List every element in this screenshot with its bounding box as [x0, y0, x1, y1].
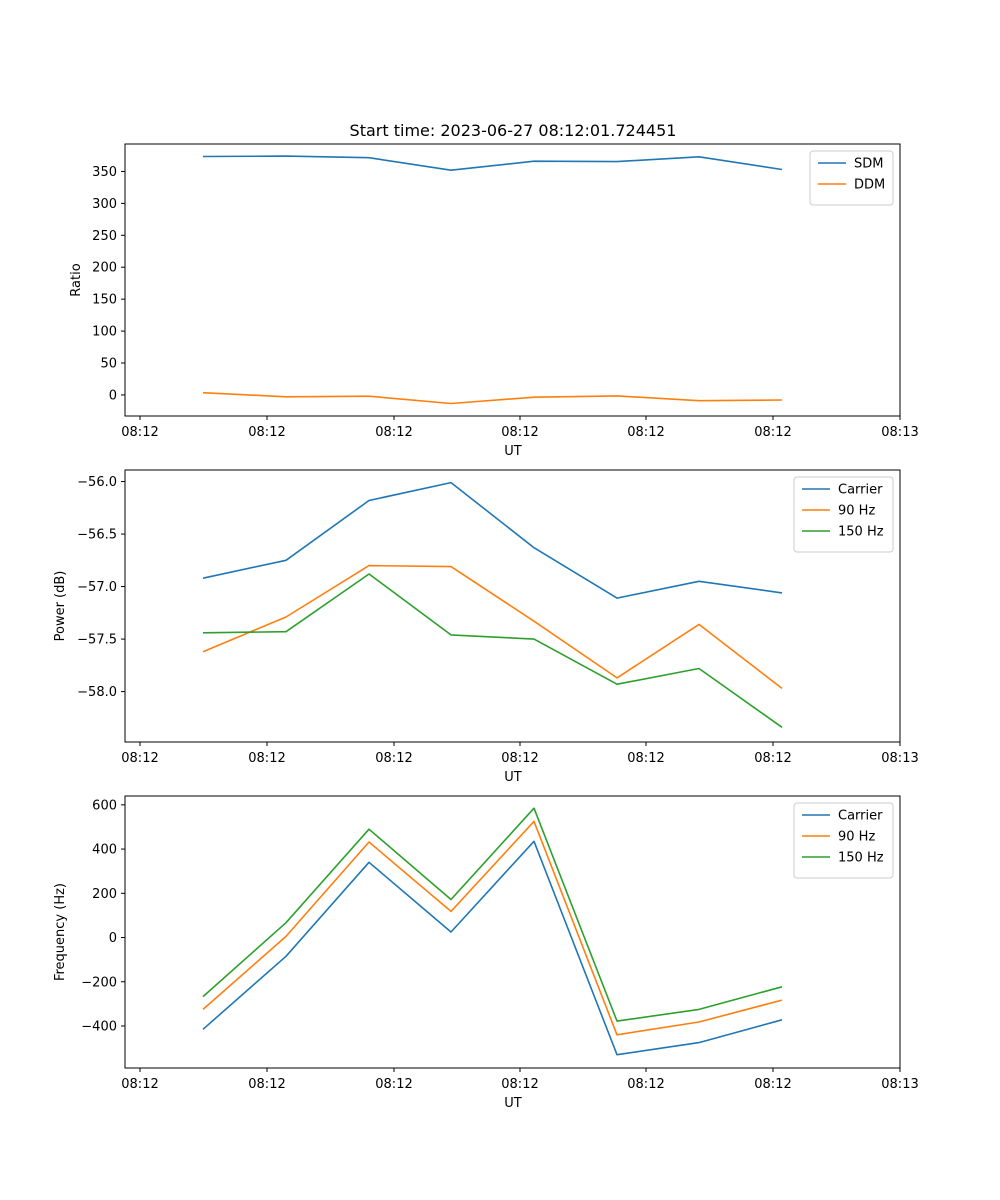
- x-tick-label: 08:12: [501, 425, 538, 440]
- x-tick-label: 08:12: [627, 425, 664, 440]
- legend: Carrier 90 Hz 150 Hz: [793, 476, 894, 553]
- y-tick-label: 200: [92, 887, 117, 902]
- x-tick-label: 08:12: [121, 425, 158, 440]
- figure-title: Start time: 2023-06-27 08:12:01.724451: [350, 121, 677, 140]
- legend: SDM DDM: [809, 150, 894, 206]
- legend-label: 90 Hz: [838, 830, 875, 845]
- y-tick-label: −58.0: [77, 685, 117, 700]
- legend: Carrier 90 Hz 150 Hz: [793, 802, 894, 879]
- y-tick-label: 0: [109, 388, 117, 403]
- legend-label: Carrier: [838, 483, 883, 498]
- series-line-carrier: [202, 840, 783, 1056]
- axes-frame: [124, 795, 901, 1069]
- series-line-sdm: [202, 155, 783, 171]
- x-tick-label: 08:12: [754, 751, 791, 766]
- series-line-90-hz: [202, 564, 783, 690]
- x-tick-label: 08:12: [121, 751, 158, 766]
- y-tick-label: −200: [81, 975, 117, 990]
- x-tick-label: 08:12: [375, 425, 412, 440]
- x-tick-label: 08:12: [248, 751, 285, 766]
- y-tick-label: 600: [92, 798, 117, 813]
- series-line-ddm: [202, 391, 783, 405]
- y-tick-label: −56.5: [77, 528, 117, 543]
- x-tick-label: 08:12: [375, 751, 412, 766]
- x-tick-label: 08:12: [754, 425, 791, 440]
- y-tick-label: 200: [92, 261, 117, 276]
- x-tick-label: 08:12: [248, 425, 285, 440]
- legend-label: 150 Hz: [838, 525, 884, 540]
- legend-box: [793, 802, 894, 879]
- series-line-carrier: [202, 481, 783, 599]
- y-tick-label: 300: [92, 197, 117, 212]
- axes-frame: [124, 143, 901, 417]
- x-tick-label: 08:12: [501, 1077, 538, 1092]
- y-tick-label: 0: [109, 931, 117, 946]
- y-tick-label: −56.0: [77, 475, 117, 490]
- y-tick-label: −400: [81, 1019, 117, 1034]
- series-line-150-hz: [202, 807, 783, 1022]
- legend-label: 150 Hz: [838, 851, 884, 866]
- x-tick-label: 08:12: [121, 1077, 158, 1092]
- x-tick-label: 08:13: [881, 751, 918, 766]
- y-tick-label: 350: [92, 165, 117, 180]
- chart-panel-3: 08:12 08:12 08:12 08:12 08:12 08:12 08:13 −400 −…: [53, 795, 919, 1111]
- x-tick-label: 08:13: [881, 425, 918, 440]
- legend-box: [809, 150, 894, 206]
- x-tick-label: 08:12: [627, 1077, 664, 1092]
- y-tick-label: 400: [92, 843, 117, 858]
- x-tick-label: 08:12: [375, 1077, 412, 1092]
- y-tick-label: 50: [100, 357, 117, 372]
- legend-label: Carrier: [838, 809, 883, 824]
- legend-label: SDM: [854, 157, 883, 172]
- chart-panel-2: 08:12 08:12 08:12 08:12 08:12 08:12 08:13 −58.0…: [53, 469, 919, 785]
- series-line-150-hz: [202, 573, 783, 728]
- x-tick-label: 08:12: [501, 751, 538, 766]
- y-tick-label: 150: [92, 293, 117, 308]
- x-tick-label: 08:13: [881, 1077, 918, 1092]
- legend-box: [793, 476, 894, 553]
- x-tick-label: 08:12: [754, 1077, 791, 1092]
- legend-label: 90 Hz: [838, 504, 875, 519]
- panels: 08:12 08:12 08:12 08:12 08:12 08:12 08:13 0 50 10…: [53, 143, 919, 1111]
- y-tick-label: −57.5: [77, 633, 117, 648]
- x-axis-label: UT: [504, 770, 522, 785]
- x-axis-label: UT: [504, 1096, 522, 1111]
- y-axis-label: Frequency (Hz): [53, 883, 68, 981]
- y-axis-label: Ratio: [69, 263, 84, 296]
- series-line-90-hz: [202, 820, 783, 1036]
- chart-panel-1: 08:12 08:12 08:12 08:12 08:12 08:12 08:13 0 50 10…: [69, 143, 919, 459]
- axes-frame: [124, 469, 901, 743]
- legend-label: DDM: [854, 178, 885, 193]
- y-axis-label: Power (dB): [53, 571, 68, 642]
- x-tick-label: 08:12: [627, 751, 664, 766]
- x-axis-label: UT: [504, 444, 522, 459]
- y-tick-label: −57.0: [77, 580, 117, 595]
- y-tick-label: 250: [92, 229, 117, 244]
- x-tick-label: 08:12: [248, 1077, 285, 1092]
- y-tick-label: 100: [92, 325, 117, 340]
